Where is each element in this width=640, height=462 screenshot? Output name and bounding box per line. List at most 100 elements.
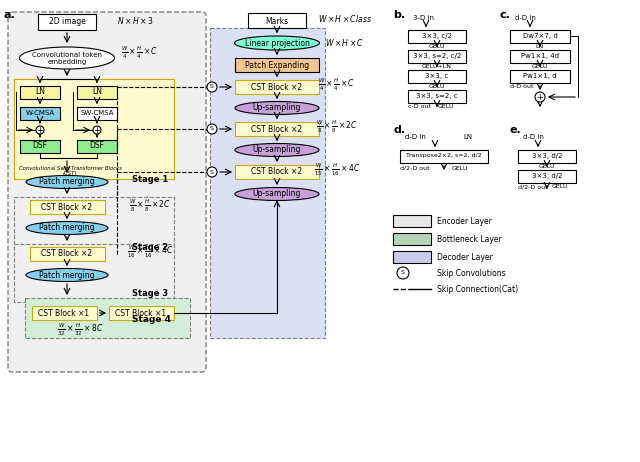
Text: GELU: GELU <box>532 65 548 69</box>
Text: GELU: GELU <box>429 44 445 49</box>
Text: +: + <box>36 126 44 135</box>
Text: Dw7×7, d: Dw7×7, d <box>523 33 557 39</box>
Bar <box>77 107 117 120</box>
Bar <box>30 247 105 261</box>
Circle shape <box>535 92 545 102</box>
Text: b.: b. <box>393 10 405 20</box>
Ellipse shape <box>26 176 108 188</box>
Text: c-D out: c-D out <box>408 104 431 109</box>
Text: Encoder Layer: Encoder Layer <box>437 217 492 225</box>
Circle shape <box>207 167 217 177</box>
Text: 3×3, s=2, c/2: 3×3, s=2, c/2 <box>413 53 461 59</box>
Text: Patch merging: Patch merging <box>39 224 95 232</box>
Circle shape <box>93 126 101 134</box>
Text: c.: c. <box>500 10 511 20</box>
Bar <box>109 306 174 320</box>
Bar <box>408 50 466 63</box>
Text: $W \times H \times Class$: $W \times H \times Class$ <box>318 13 372 24</box>
Text: $N \times H \times 3$: $N \times H \times 3$ <box>116 14 153 25</box>
Bar <box>393 233 431 245</box>
Text: Transpose2×2, s=2, d/2: Transpose2×2, s=2, d/2 <box>406 153 482 158</box>
Bar <box>25 298 190 338</box>
Text: d-D in: d-D in <box>405 134 426 140</box>
Bar <box>20 107 60 120</box>
Text: CST Block ×1: CST Block ×1 <box>38 309 90 317</box>
Bar <box>235 58 319 72</box>
Text: CST Block ×2: CST Block ×2 <box>252 124 303 134</box>
Text: $\frac{W}{32} \times \frac{H}{32} \times 8C$: $\frac{W}{32} \times \frac{H}{32} \times… <box>57 322 103 338</box>
Text: $\frac{W}{16} \times \frac{H}{16} \times 4C$: $\frac{W}{16} \times \frac{H}{16} \times… <box>127 244 173 260</box>
Bar <box>510 50 570 63</box>
Bar <box>77 140 117 153</box>
Text: d.: d. <box>393 125 405 135</box>
Text: Bottleneck Layer: Bottleneck Layer <box>437 235 502 243</box>
Bar <box>14 79 174 179</box>
Text: Marks: Marks <box>266 17 289 25</box>
Bar <box>235 122 319 136</box>
Text: e.: e. <box>510 125 522 135</box>
Text: (CST): (CST) <box>63 171 77 176</box>
Text: $\frac{W}{8} \times \frac{H}{8} \times 2C$: $\frac{W}{8} \times \frac{H}{8} \times 2… <box>129 198 171 214</box>
Circle shape <box>207 124 217 134</box>
Circle shape <box>36 126 44 134</box>
Text: CST Block ×1: CST Block ×1 <box>115 309 166 317</box>
Bar <box>510 70 570 83</box>
Text: GELU+LN: GELU+LN <box>422 65 452 69</box>
Text: 3×3, d/2: 3×3, d/2 <box>532 173 563 179</box>
Text: GELU: GELU <box>452 165 468 170</box>
Text: embedding: embedding <box>47 59 86 65</box>
Bar <box>77 86 117 99</box>
Ellipse shape <box>235 102 319 115</box>
Bar <box>14 244 174 302</box>
Ellipse shape <box>26 221 108 235</box>
Bar <box>408 70 466 83</box>
Text: LN: LN <box>35 87 45 97</box>
Text: GELU: GELU <box>552 184 568 189</box>
Text: Stage 4: Stage 4 <box>132 316 172 324</box>
Text: 3×3, d/2: 3×3, d/2 <box>532 153 563 159</box>
Text: d-D out: d-D out <box>510 85 534 90</box>
Bar <box>14 197 174 255</box>
Text: Patch merging: Patch merging <box>39 270 95 280</box>
Ellipse shape <box>235 188 319 201</box>
Text: GELU: GELU <box>438 104 454 109</box>
Text: $\frac{W}{8} \times \frac{H}{8} \times 2C$: $\frac{W}{8} \times \frac{H}{8} \times 2… <box>316 119 358 135</box>
Text: +: + <box>93 126 100 135</box>
Text: LN: LN <box>92 87 102 97</box>
Text: SW-CMSA: SW-CMSA <box>80 110 114 116</box>
Ellipse shape <box>235 144 319 157</box>
Text: 3×3, s=2, c: 3×3, s=2, c <box>416 93 458 99</box>
Bar <box>235 165 319 179</box>
Bar <box>518 170 576 183</box>
Text: $\frac{W}{4} \times \frac{H}{4} \times C$: $\frac{W}{4} \times \frac{H}{4} \times C… <box>318 77 356 93</box>
Text: Decoder Layer: Decoder Layer <box>437 253 493 261</box>
Bar <box>518 150 576 163</box>
Text: Up-sampling: Up-sampling <box>253 189 301 199</box>
Text: Up-sampling: Up-sampling <box>253 146 301 154</box>
Text: d-D in: d-D in <box>523 134 544 140</box>
Bar <box>393 251 431 263</box>
Text: DSF: DSF <box>33 141 47 151</box>
Ellipse shape <box>234 36 319 50</box>
Text: $\frac{W}{15} \times \frac{H}{16} \times 4C$: $\frac{W}{15} \times \frac{H}{16} \times… <box>314 162 360 178</box>
Ellipse shape <box>19 47 115 69</box>
Bar <box>510 30 570 43</box>
Text: $\frac{W}{4} \times \frac{H}{4} \times C$: $\frac{W}{4} \times \frac{H}{4} \times C… <box>122 45 159 61</box>
Text: Stage 2: Stage 2 <box>132 243 168 251</box>
Text: LN: LN <box>536 44 544 49</box>
Text: 3×3, c: 3×3, c <box>426 73 449 79</box>
Text: Pw1×1, 4d: Pw1×1, 4d <box>521 53 559 59</box>
Text: Skip Convolutions: Skip Convolutions <box>437 268 506 278</box>
Text: Linear projection: Linear projection <box>244 38 309 48</box>
Text: +: + <box>536 93 543 102</box>
Bar <box>32 306 97 320</box>
Bar <box>393 215 431 227</box>
Circle shape <box>397 267 409 279</box>
Bar <box>408 90 466 103</box>
Circle shape <box>207 82 217 92</box>
Bar <box>38 14 96 30</box>
Text: Convolutional Swin Transformer Blocks: Convolutional Swin Transformer Blocks <box>19 165 122 170</box>
Text: GELU: GELU <box>429 85 445 90</box>
Text: CST Block ×2: CST Block ×2 <box>252 83 303 91</box>
Text: S: S <box>210 170 214 175</box>
